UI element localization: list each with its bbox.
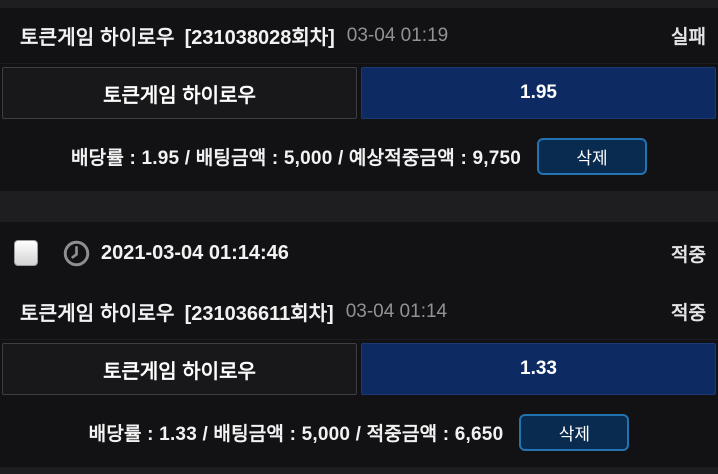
delete-button[interactable]: 삭제 <box>537 138 648 175</box>
odds-cell: 1.95 <box>361 67 716 119</box>
round-time: 03-04 01:19 <box>346 24 449 46</box>
game-name: 토큰게임 하이로우 <box>20 303 175 325</box>
bet-record: 2021-03-04 01:14:46 적중 토큰게임 하이로우 [231036… <box>0 222 718 467</box>
round-time: 03-04 01:14 <box>345 300 448 322</box>
pick-row: 토큰게임 하이로우 1.95 <box>0 64 718 122</box>
bet-title-row: 토큰게임 하이로우 [231036611회차] 03-04 01:14 적중 <box>0 284 718 340</box>
round-number: [231036611회차] <box>184 303 334 325</box>
pick-row: 토큰게임 하이로우 1.33 <box>0 340 718 398</box>
result-badge: 적중 <box>671 303 706 324</box>
slip-header-row: 2021-03-04 01:14:46 적중 <box>0 222 718 284</box>
bet-detail-text: 배당률 : 1.95 / 배팅금액 : 5,000 / 예상적중금액 : 9,7… <box>70 148 522 169</box>
bet-detail-row: 배당률 : 1.95 / 배팅금액 : 5,000 / 예상적중금액 : 9,7… <box>0 122 718 191</box>
bet-title-row: 토큰게임 하이로우 [231038028회차] 03-04 01:19 실패 <box>0 8 718 64</box>
delete-button[interactable]: 삭제 <box>519 414 630 451</box>
pick-cell: 토큰게임 하이로우 <box>2 343 357 395</box>
clock-icon <box>63 240 90 267</box>
bet-detail-row: 배당률 : 1.33 / 배팅금액 : 5,000 / 적중금액 : 6,650… <box>0 398 718 467</box>
slip-result-badge: 적중 <box>671 244 706 266</box>
result-badge: 실패 <box>671 27 706 48</box>
pick-cell: 토큰게임 하이로우 <box>2 67 357 119</box>
game-name: 토큰게임 하이로우 <box>20 27 175 49</box>
select-checkbox[interactable] <box>14 240 38 266</box>
odds-cell: 1.33 <box>361 343 716 395</box>
bet-record: 토큰게임 하이로우 [231038028회차] 03-04 01:19 실패 토… <box>0 8 718 191</box>
bet-detail-text: 배당률 : 1.33 / 배팅금액 : 5,000 / 적중금액 : 6,650 <box>88 424 504 445</box>
slip-timestamp: 2021-03-04 01:14:46 <box>101 241 289 264</box>
round-number: [231038028회차] <box>184 27 335 49</box>
